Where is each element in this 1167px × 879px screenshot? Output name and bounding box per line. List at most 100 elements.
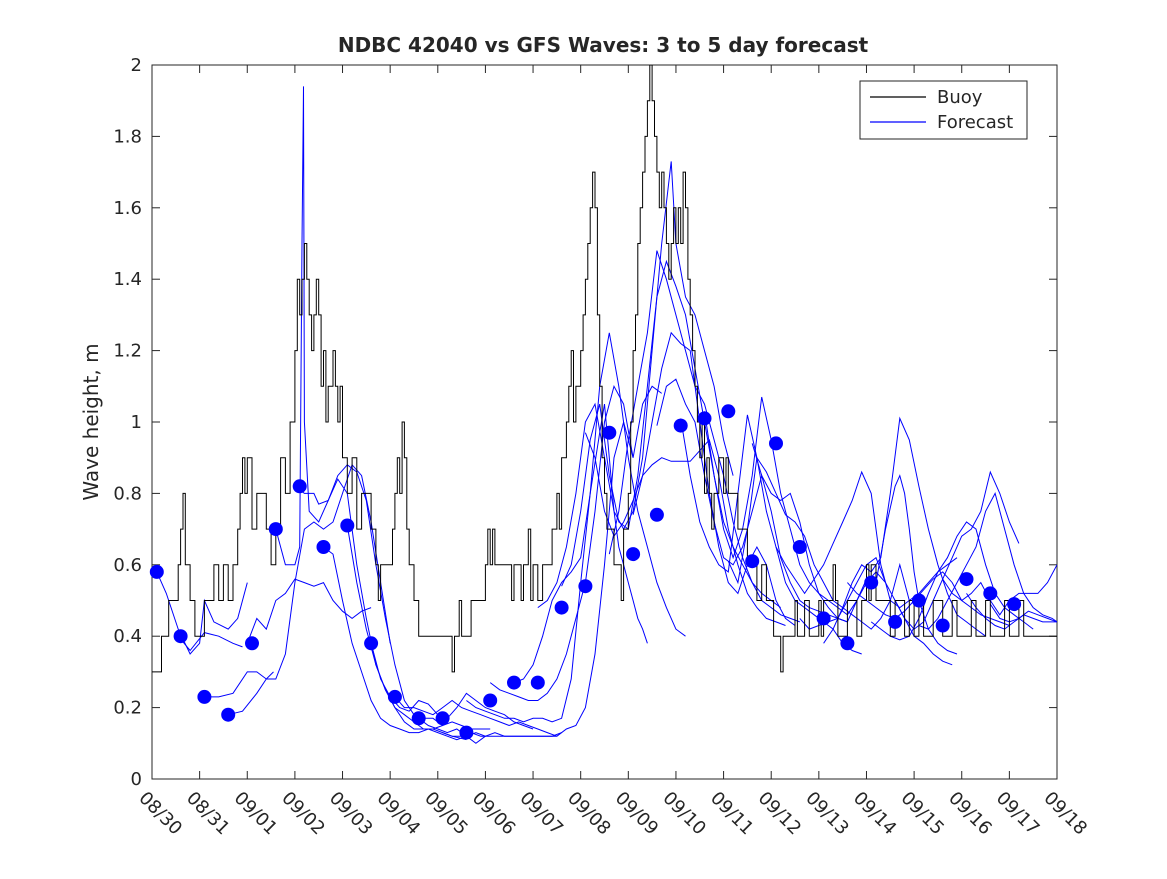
forecast-marker (1007, 597, 1022, 612)
forecast-marker (149, 564, 164, 579)
forecast-marker (983, 586, 998, 601)
forecast-marker (507, 675, 521, 690)
x-tick-label: 09/10 (658, 788, 710, 840)
y-tick-label: 0.8 (113, 483, 142, 504)
x-tick-label: 09/17 (992, 788, 1044, 840)
forecast-line (489, 384, 662, 701)
x-tick-label: 09/04 (373, 788, 425, 840)
forecast-line (656, 378, 848, 623)
forecast-marker (268, 522, 283, 537)
forecast-marker (745, 554, 760, 569)
forecast-line (177, 632, 243, 652)
forecast-line (870, 521, 1034, 641)
forecast-line (608, 250, 800, 623)
forecast-line (942, 564, 1057, 616)
forecast-line (156, 571, 248, 655)
forecast-line (918, 492, 1057, 630)
buoy-line (152, 65, 1057, 673)
forecast-marker (411, 711, 426, 726)
forecast-marker (602, 425, 617, 440)
y-tick-label: 1.6 (113, 198, 142, 219)
legend-label: Buoy (937, 87, 983, 108)
forecast-line (894, 470, 1020, 630)
forecast-marker (554, 600, 569, 615)
forecast-marker (721, 404, 736, 419)
forecast-marker (649, 507, 664, 522)
y-axis-label: Wave height, m (79, 343, 103, 500)
y-tick-label: 0.6 (113, 555, 142, 576)
legend-box (859, 80, 1028, 140)
forecast-line (394, 696, 558, 737)
x-tick-label: 09/02 (277, 788, 329, 840)
forecast-marker (530, 675, 545, 690)
chart-title: NDBC 42040 vs GFS Waves: 3 to 5 day fore… (338, 33, 869, 57)
forecast-marker (816, 611, 831, 626)
plot-area: 00.20.40.60.811.21.41.61.8208/3008/3109/… (113, 55, 1091, 839)
y-tick-label: 1.4 (113, 269, 142, 290)
x-tick-label: 09/03 (325, 788, 377, 840)
forecast-marker (316, 540, 331, 554)
forecast-marker (578, 579, 593, 594)
forecast-marker (673, 418, 688, 433)
forecast-line (275, 86, 443, 726)
forecast-marker (245, 636, 259, 651)
x-tick-label: 09/09 (611, 788, 663, 840)
x-tick-label: 09/08 (563, 788, 615, 840)
forecast-line (584, 432, 786, 626)
y-tick-label: 0 (131, 769, 142, 790)
x-tick-label: 09/12 (754, 788, 806, 840)
x-tick-label: 09/13 (801, 788, 853, 840)
forecast-line (680, 414, 862, 655)
forecast-marker (197, 689, 212, 704)
x-tick-label: 09/18 (1039, 788, 1091, 840)
forecast-line (632, 331, 796, 626)
forecast-marker (792, 540, 807, 554)
forecast-marker (911, 593, 926, 608)
x-tick-label: 09/14 (849, 788, 901, 840)
forecast-marker (292, 479, 307, 494)
forecast-line (323, 546, 486, 744)
y-tick-label: 1 (131, 412, 142, 433)
x-tick-label: 09/11 (706, 788, 758, 840)
forecast-line (466, 404, 648, 723)
forecast-line (775, 470, 958, 609)
forecast-marker (769, 436, 783, 451)
x-tick-label: 08/31 (182, 788, 234, 840)
forecast-marker (697, 411, 712, 426)
forecast-line (246, 578, 372, 644)
y-tick-label: 1.2 (113, 341, 142, 362)
forecast-line (966, 593, 1057, 630)
forecast-marker (340, 518, 355, 533)
x-tick-label: 09/05 (420, 788, 472, 840)
forecast-line (704, 396, 886, 616)
y-tick-label: 2 (131, 55, 142, 76)
forecast-marker (387, 689, 402, 704)
forecast-marker (364, 636, 379, 651)
forecast-line (442, 420, 634, 737)
x-tick-label: 09/16 (944, 788, 996, 840)
y-tick-label: 1.8 (113, 126, 142, 147)
x-tick-label: 09/07 (516, 788, 568, 840)
forecast-marker (221, 707, 236, 722)
forecast-line (370, 643, 534, 730)
forecast-marker (483, 693, 498, 708)
x-tick-label: 09/06 (468, 788, 520, 840)
y-tick-label: 0.4 (113, 626, 142, 647)
forecast-marker (935, 618, 950, 633)
forecast-line (751, 443, 958, 655)
forecast-marker (435, 711, 450, 726)
x-tick-label: 09/15 (897, 788, 949, 840)
forecast-line (228, 463, 391, 716)
forecast-marker (959, 572, 974, 587)
forecast-marker (864, 575, 879, 590)
forecast-marker (888, 614, 903, 629)
legend-label: Forecast (937, 112, 1013, 133)
forecast-marker (840, 636, 855, 651)
x-tick-label: 09/01 (230, 788, 282, 840)
forecast-line (727, 456, 910, 630)
forecast-marker (459, 725, 474, 740)
y-tick-label: 0.2 (113, 698, 142, 719)
forecast-line (537, 161, 734, 609)
